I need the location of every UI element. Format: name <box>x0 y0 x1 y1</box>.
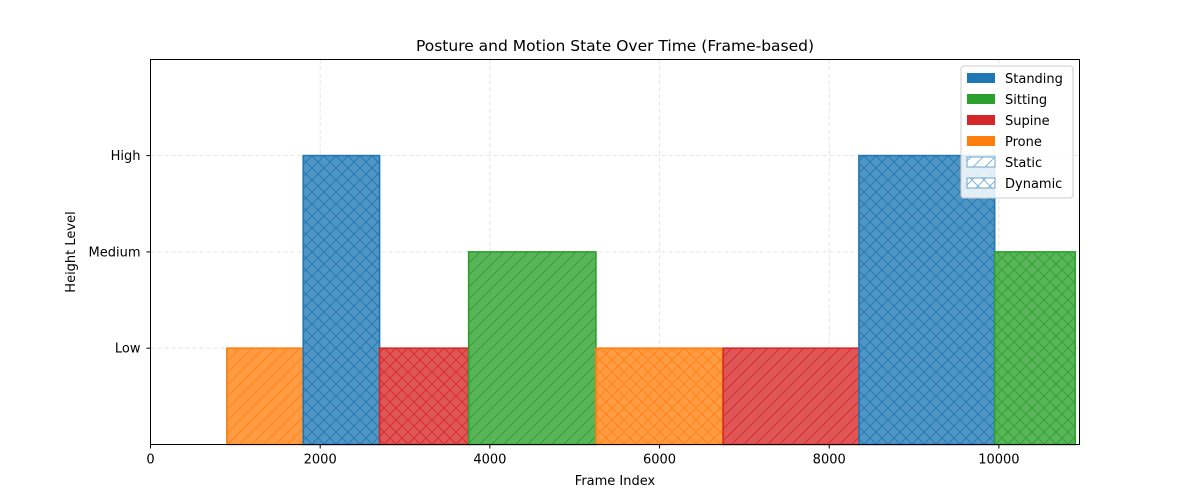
x-tick-label: 2000 <box>304 453 337 468</box>
legend-label-sitting: Sitting <box>1005 93 1047 108</box>
x-tick-label: 4000 <box>473 453 506 468</box>
legend-swatch-hatch <box>966 156 996 168</box>
legend-label-dynamic: Dynamic <box>1005 177 1062 192</box>
x-tick-label: 6000 <box>643 453 676 468</box>
x-tick-label: 0 <box>146 453 154 468</box>
x-tick-label: 10000 <box>978 453 1019 468</box>
bar-hatch <box>467 251 597 446</box>
y-tick-label: Low <box>115 342 141 357</box>
x-axis-ticks: 0 2000 4000 6000 8000 10000 <box>146 444 1020 468</box>
bar-hatch <box>302 154 381 446</box>
bars <box>226 154 1077 446</box>
legend-label-static: Static <box>1005 156 1042 171</box>
chart-title: Posture and Motion State Over Time (Fram… <box>416 37 814 55</box>
bar-hatch <box>858 154 996 446</box>
legend-swatch-sitting <box>967 94 995 104</box>
bar-hatch <box>595 347 724 446</box>
y-axis-label: Height Level <box>64 211 79 292</box>
legend-swatch-prone <box>967 136 995 146</box>
y-axis-ticks: Low Medium High <box>89 149 151 357</box>
y-tick-label: High <box>111 149 141 164</box>
legend-swatch-supine <box>967 115 995 125</box>
legend-label-prone: Prone <box>1005 135 1042 150</box>
legend-swatch-hatch <box>966 177 996 189</box>
x-tick-label: 8000 <box>813 453 846 468</box>
bar-hatch <box>378 347 470 446</box>
x-axis-label: Frame Index <box>575 474 656 489</box>
bar-hatch <box>226 347 305 446</box>
legend-swatch-standing <box>967 73 995 83</box>
y-tick-label: Medium <box>89 245 141 260</box>
bar-hatch <box>993 251 1077 446</box>
legend: Standing Sitting Supine Prone Static Dynamic <box>960 65 1074 199</box>
legend-label-standing: Standing <box>1005 72 1063 87</box>
bar-hatch <box>722 347 860 446</box>
legend-label-supine: Supine <box>1005 114 1050 129</box>
